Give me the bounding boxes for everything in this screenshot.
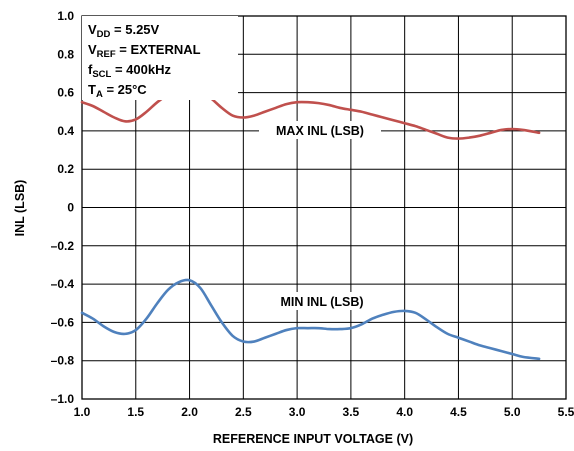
x-tick-label: 3.0 <box>289 405 306 419</box>
y-axis-title: INL (LSB) <box>13 180 27 237</box>
grid-lines <box>82 16 566 399</box>
x-tick-label: 4.0 <box>396 405 413 419</box>
y-tick-label: 1.0 <box>57 9 74 23</box>
min-inl-label: MIN INL (LSB) <box>280 295 363 309</box>
x-tick-labels: 1.0 1.5 2.0 2.5 3.0 3.5 4.0 4.5 5.0 5.5 <box>74 405 574 419</box>
y-tick-label: –0.8 <box>51 354 75 368</box>
x-tick-label: 1.0 <box>74 405 91 419</box>
y-tick-label: 0.2 <box>57 162 74 176</box>
max-inl-label-background <box>259 121 381 139</box>
series-labels: MAX INL (LSB) MIN INL (LSB) <box>259 121 383 310</box>
series-layer <box>80 85 541 361</box>
max-inl-label: MAX INL (LSB) <box>276 124 364 138</box>
y-tick-label: –0.6 <box>51 315 75 329</box>
y-tick-label: –1.0 <box>51 392 75 406</box>
x-tick-label: 5.5 <box>558 405 574 419</box>
test-condition-line: VREF = EXTERNAL <box>88 42 201 60</box>
test-condition-line: VDD = 5.25V <box>88 22 160 40</box>
test-condition-line: TA = 25°C <box>88 82 147 100</box>
max-inl-line <box>80 85 541 140</box>
y-tick-label: –0.2 <box>51 239 75 253</box>
y-tick-labels: 1.0 0.8 0.6 0.4 0.2 0 –0.2 –0.4 –0.6 –0.8 –1.0 <box>51 9 75 406</box>
y-tick-label: 0.8 <box>57 47 74 61</box>
plot-frame <box>81 15 567 400</box>
min-inl-line <box>80 278 541 361</box>
x-tick-label: 3.5 <box>343 405 360 419</box>
x-tick-label: 5.0 <box>504 405 521 419</box>
x-tick-label: 1.5 <box>127 405 144 419</box>
conditions-box-background <box>82 16 238 100</box>
y-tick-label: 0 <box>67 201 74 215</box>
y-tick-label: –0.4 <box>51 277 75 291</box>
test-conditions-box: VDD = 5.25V VREF = EXTERNAL fSCL = 400kHz T… <box>82 16 238 100</box>
y-tick-label: 0.4 <box>57 124 74 138</box>
x-tick-label: 2.5 <box>235 405 252 419</box>
y-tick-label: 0.6 <box>57 86 74 100</box>
x-axis-title: REFERENCE INPUT VOLTAGE (V) <box>213 432 413 446</box>
x-tick-label: 2.0 <box>181 405 198 419</box>
min-inl-label-background <box>261 292 383 310</box>
test-condition-line: fSCL = 400kHz <box>88 62 171 80</box>
x-tick-label: 4.5 <box>450 405 467 419</box>
